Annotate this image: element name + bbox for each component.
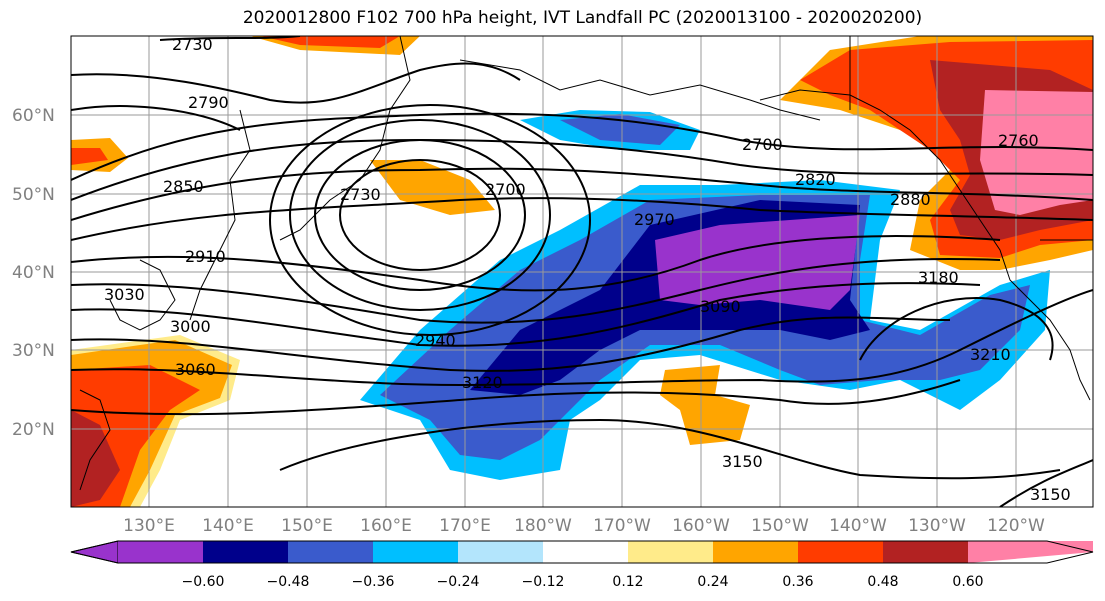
longitude-labels: 130°E 140°E 150°E 160°E 170°E 180°W 170°… (123, 516, 1045, 536)
lat-label: 40°N (12, 263, 55, 283)
lat-label: 30°N (12, 341, 55, 361)
contour-label: 2760 (998, 131, 1039, 150)
coastlines (79, 36, 1093, 491)
map-frame (70, 35, 1094, 508)
colorbar-ticks: −0.60 −0.48 −0.36 −0.24 −0.12 0.12 0.24 … (182, 574, 984, 590)
positive-coast-pink (980, 90, 1093, 215)
contour-labels: 2730 2790 2850 2910 3030 3000 3060 2730 … (104, 35, 1071, 504)
colorbar-tick-label: 0.60 (952, 574, 983, 590)
colorbar-tick-label: −0.12 (522, 574, 565, 590)
colorbar-segment (628, 541, 713, 563)
latitude-labels: 60°N 50°N 40°N 30°N 20°N (12, 106, 55, 440)
colorbar-segment (458, 541, 543, 563)
contour-label: 2820 (795, 170, 836, 189)
colorbar-outline (70, 540, 1094, 564)
colorbar-tick-label: −0.60 (182, 574, 225, 590)
contour-label: 2730 (340, 185, 381, 204)
lon-label: 160°E (360, 516, 412, 536)
lon-label: 150°W (751, 516, 809, 536)
colorbar-extend-left (70, 540, 119, 564)
contour-label: 3090 (700, 297, 741, 316)
contour-label: 2970 (634, 210, 675, 229)
lon-label: 160°W (672, 516, 730, 536)
contour-label: 3060 (175, 360, 216, 379)
lon-label: 140°E (202, 516, 254, 536)
colorbar-tick-label: 0.48 (867, 574, 898, 590)
contour-label: 3120 (462, 373, 503, 392)
lat-label: 50°N (12, 185, 55, 205)
colorbar (70, 540, 1094, 564)
positive-nw-pacific (370, 160, 495, 215)
positive-japan-left-inner (71, 148, 108, 165)
colorbar-segment (713, 541, 798, 563)
contour-label: 2940 (415, 331, 456, 350)
positive-sw-darkred (71, 410, 120, 507)
colorbar-tick-label: −0.24 (437, 574, 480, 590)
colorbar-segment (118, 541, 203, 563)
lon-label: 130°E (123, 516, 175, 536)
positive-central-south (660, 365, 750, 445)
colorbar-segment (288, 541, 373, 563)
colorbar-extend-right (968, 541, 1093, 563)
map-title: 2020012800 F102 700 hPa height, IVT Land… (242, 8, 923, 28)
colorbar-segment (883, 541, 968, 563)
contour-label: 3000 (170, 317, 211, 336)
contour-label: 2730 (172, 35, 213, 54)
colorbar-tick-label: −0.48 (267, 574, 310, 590)
contour-label: 2850 (163, 177, 204, 196)
lon-label: 180°W (514, 516, 572, 536)
contour-label: 3210 (970, 345, 1011, 364)
contour-label: 2700 (485, 180, 526, 199)
lat-label: 20°N (12, 420, 55, 440)
lon-label: 170°E (439, 516, 491, 536)
height-contours (71, 36, 1093, 507)
contour-label: 2880 (890, 190, 931, 209)
map-area: 2730 2790 2850 2910 3030 3000 3060 2730 … (71, 35, 1093, 507)
contour-label: 2910 (185, 247, 226, 266)
contour-label: 2790 (188, 93, 229, 112)
colorbar-tick-label: 0.24 (697, 574, 728, 590)
colorbar-segment (203, 541, 288, 563)
lon-label: 130°W (908, 516, 966, 536)
colorbar-tick-label: 0.12 (612, 574, 643, 590)
contour-label: 3030 (104, 285, 145, 304)
colorbar-tick-label: −0.36 (352, 574, 395, 590)
lon-label: 170°W (593, 516, 651, 536)
lon-label: 120°W (987, 516, 1045, 536)
lon-label: 150°E (281, 516, 333, 536)
lon-label: 140°W (829, 516, 887, 536)
north-negative-inner (560, 114, 680, 145)
contour-label: 3150 (722, 452, 763, 471)
colorbar-segment (543, 541, 628, 563)
colorbar-segment (798, 541, 883, 563)
lat-label: 60°N (12, 106, 55, 126)
contour-label: 3180 (918, 268, 959, 287)
contour-label: 2700 (742, 135, 783, 154)
colorbar-tick-label: 0.36 (782, 574, 813, 590)
contour-label: 3150 (1030, 485, 1071, 504)
positive-top-strip-inner (260, 36, 400, 48)
colorbar-segment (373, 541, 458, 563)
